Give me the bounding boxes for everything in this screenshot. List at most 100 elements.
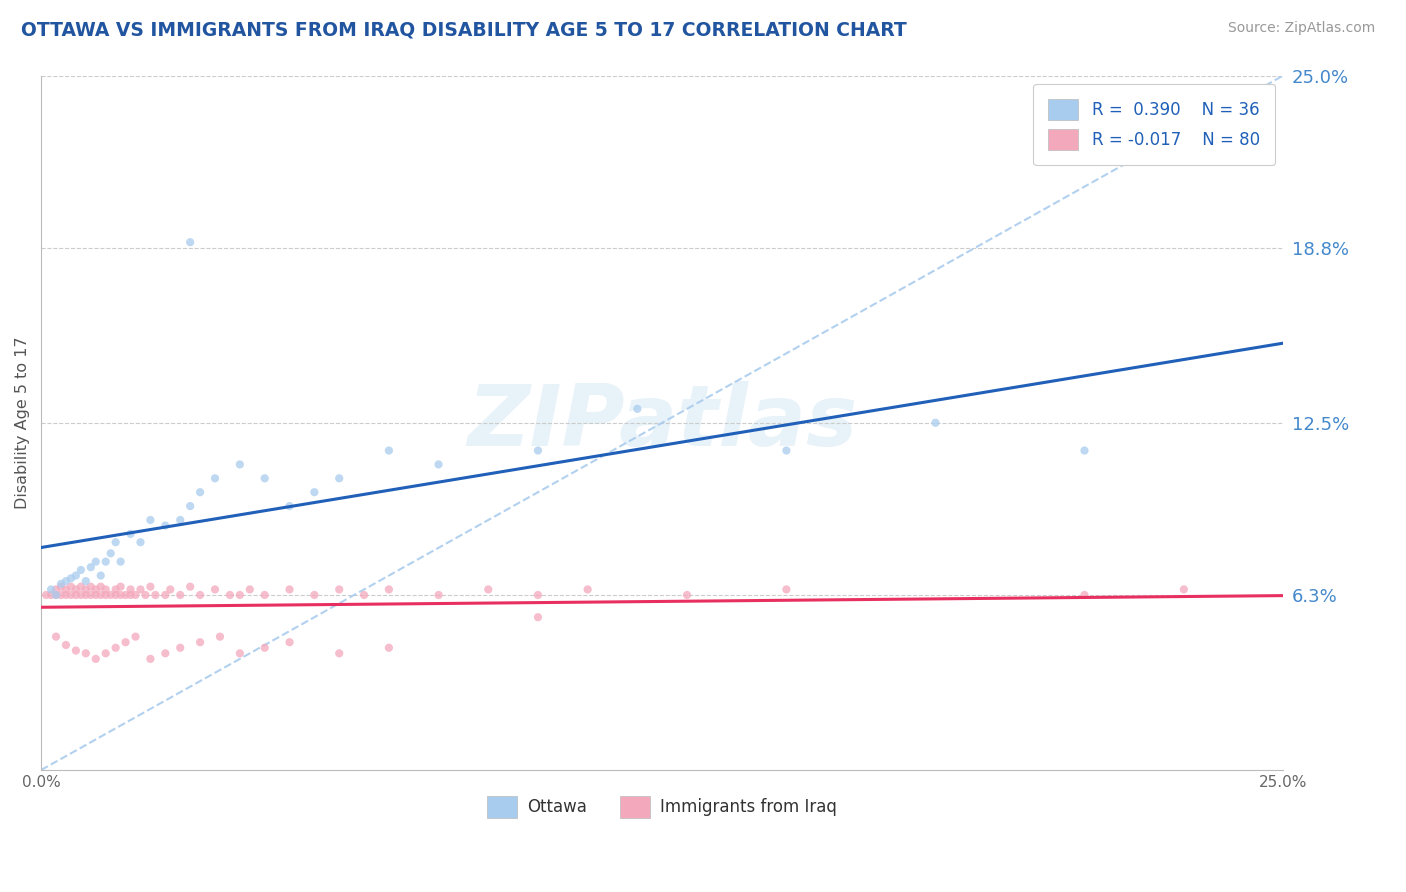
Point — [114, 588, 136, 602]
Point — [204, 582, 226, 597]
Point — [80, 588, 103, 602]
Point — [1173, 582, 1195, 597]
Point — [188, 485, 211, 500]
Point — [278, 582, 301, 597]
Point — [145, 588, 167, 602]
Point — [527, 610, 550, 624]
Point — [924, 416, 946, 430]
Point — [188, 588, 211, 602]
Point — [110, 555, 132, 569]
Point — [219, 588, 242, 602]
Point — [110, 580, 132, 594]
Point — [427, 588, 450, 602]
Point — [378, 443, 401, 458]
Point — [49, 577, 72, 591]
Point — [84, 555, 107, 569]
Point — [139, 652, 162, 666]
Point — [378, 582, 401, 597]
Point — [65, 643, 87, 657]
Point — [353, 588, 375, 602]
Point — [427, 458, 450, 472]
Point — [775, 443, 797, 458]
Point — [139, 580, 162, 594]
Point — [114, 635, 136, 649]
Point — [155, 518, 177, 533]
Point — [304, 485, 326, 500]
Point — [239, 582, 262, 597]
Point — [328, 646, 350, 660]
Point — [155, 588, 177, 602]
Text: OTTAWA VS IMMIGRANTS FROM IRAQ DISABILITY AGE 5 TO 17 CORRELATION CHART: OTTAWA VS IMMIGRANTS FROM IRAQ DISABILIT… — [21, 21, 907, 39]
Point — [80, 560, 103, 574]
Point — [188, 635, 211, 649]
Point — [45, 630, 67, 644]
Point — [378, 640, 401, 655]
Point — [49, 580, 72, 594]
Point — [90, 588, 112, 602]
Point — [527, 443, 550, 458]
Point — [35, 588, 58, 602]
Point — [49, 588, 72, 602]
Point — [55, 574, 77, 588]
Point — [204, 471, 226, 485]
Point — [129, 535, 152, 549]
Point — [139, 513, 162, 527]
Point — [208, 630, 231, 644]
Point — [75, 574, 97, 588]
Point — [229, 646, 252, 660]
Point — [253, 640, 276, 655]
Point — [169, 588, 191, 602]
Point — [59, 571, 82, 585]
Point — [70, 563, 93, 577]
Point — [304, 588, 326, 602]
Point — [94, 582, 117, 597]
Point — [55, 638, 77, 652]
Point — [155, 646, 177, 660]
Point — [80, 580, 103, 594]
Point — [104, 640, 127, 655]
Point — [129, 582, 152, 597]
Point — [104, 588, 127, 602]
Point — [110, 588, 132, 602]
Point — [676, 588, 699, 602]
Point — [328, 582, 350, 597]
Y-axis label: Disability Age 5 to 17: Disability Age 5 to 17 — [15, 336, 30, 509]
Point — [253, 471, 276, 485]
Point — [75, 646, 97, 660]
Point — [328, 471, 350, 485]
Point — [159, 582, 181, 597]
Point — [278, 499, 301, 513]
Point — [278, 635, 301, 649]
Point — [134, 588, 156, 602]
Point — [84, 588, 107, 602]
Point — [39, 588, 62, 602]
Point — [1073, 443, 1095, 458]
Point — [70, 580, 93, 594]
Point — [94, 555, 117, 569]
Point — [75, 588, 97, 602]
Point — [169, 640, 191, 655]
Point — [59, 580, 82, 594]
Point — [229, 588, 252, 602]
Point — [45, 582, 67, 597]
Point — [70, 588, 93, 602]
Point — [65, 568, 87, 582]
Point — [94, 646, 117, 660]
Point — [477, 582, 499, 597]
Point — [65, 582, 87, 597]
Point — [626, 401, 648, 416]
Point — [527, 588, 550, 602]
Point — [94, 588, 117, 602]
Point — [100, 546, 122, 560]
Point — [576, 582, 599, 597]
Point — [253, 588, 276, 602]
Legend: Ottawa, Immigrants from Iraq: Ottawa, Immigrants from Iraq — [481, 789, 844, 824]
Point — [90, 580, 112, 594]
Point — [179, 499, 201, 513]
Point — [120, 582, 142, 597]
Point — [120, 588, 142, 602]
Point — [124, 588, 146, 602]
Point — [75, 582, 97, 597]
Point — [100, 588, 122, 602]
Point — [229, 458, 252, 472]
